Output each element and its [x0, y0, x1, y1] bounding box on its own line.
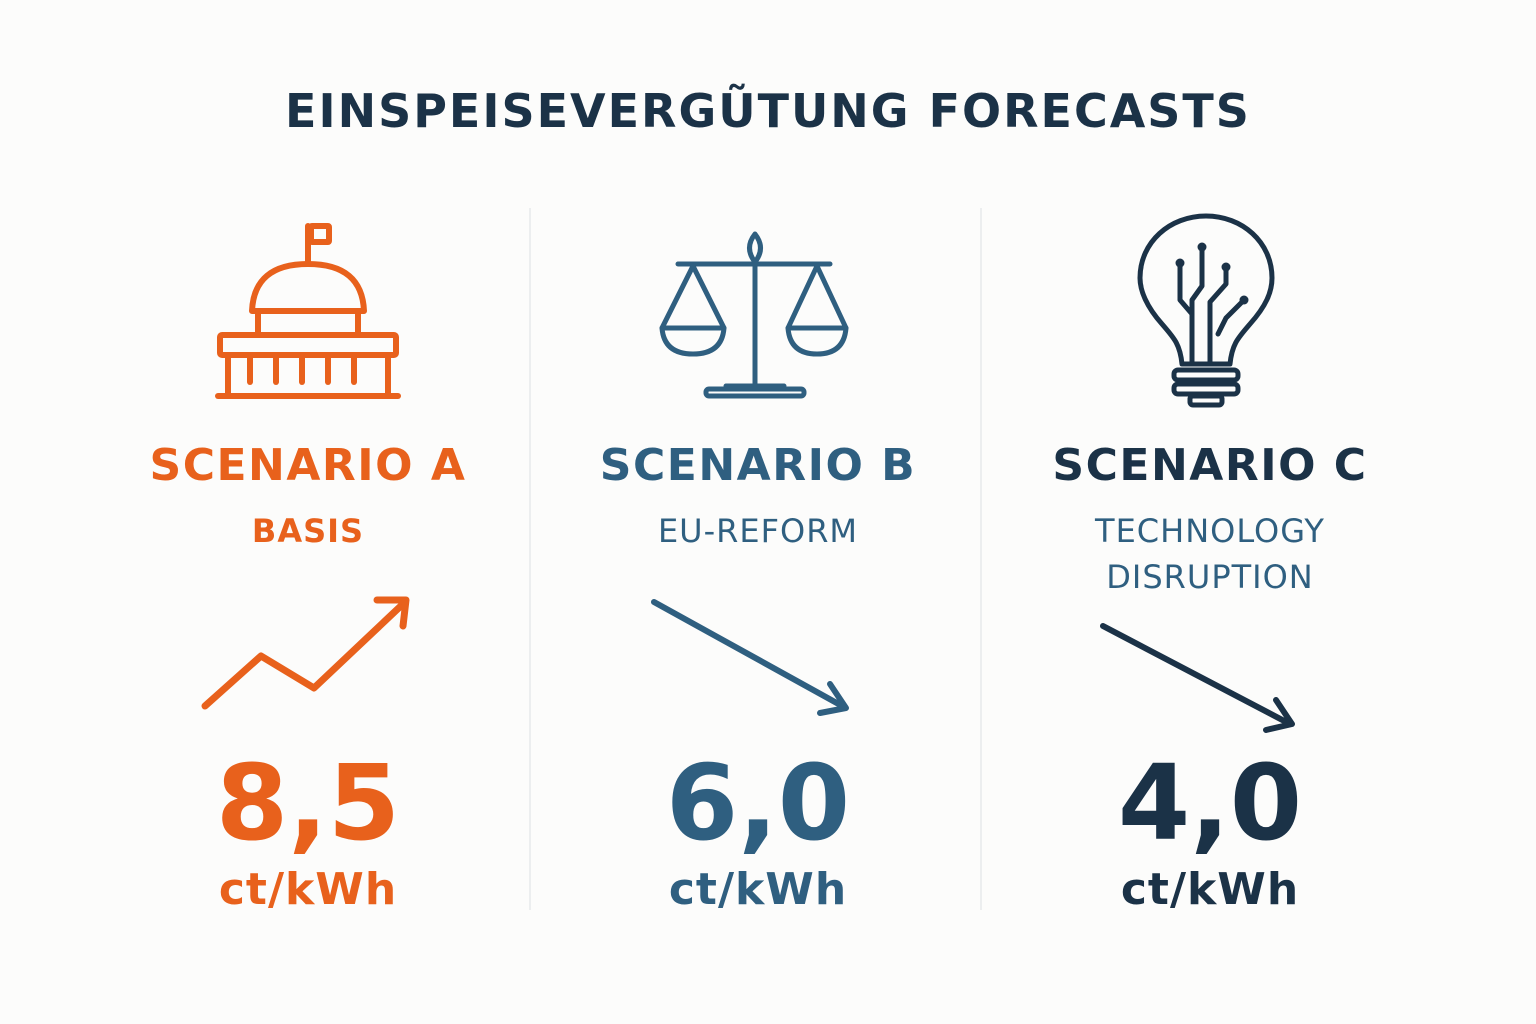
- scenario-b-column: SCENARIO B EU-REFORM 6,0 ct/kWh: [528, 0, 988, 1024]
- scenario-c-column: SCENARIO C TECHNOLOGY DISRUPTION 4,0 ct/…: [980, 0, 1440, 1024]
- column-divider: [529, 208, 531, 910]
- forecast-unit: ct/kWh: [668, 864, 848, 915]
- trend-down-arrow-icon: [1100, 623, 1295, 733]
- circuit-lightbulb-icon: [1137, 213, 1275, 408]
- scenario-title: SCENARIO C: [1052, 440, 1368, 491]
- scenario-subtitle-line: DISRUPTION: [1106, 558, 1314, 596]
- forecast-value: 6,0: [665, 742, 851, 864]
- scenario-subtitle-line: TECHNOLOGY: [1095, 512, 1325, 550]
- scenario-a-column: SCENARIO A BASIS 8,5 ct/kWh: [78, 0, 538, 1024]
- balance-scale-icon: [659, 231, 849, 399]
- forecast-unit: ct/kWh: [218, 864, 398, 915]
- scenario-title: SCENARIO B: [599, 440, 917, 491]
- capitol-building-icon: [215, 223, 401, 399]
- page-title: EINSPEISEVERGŨTUNG FORECASTS: [285, 84, 1251, 138]
- column-divider: [980, 208, 982, 910]
- forecast-unit: ct/kWh: [1120, 864, 1300, 915]
- scenario-subtitle: TECHNOLOGY DISRUPTION: [980, 508, 1440, 600]
- trend-down-arrow-icon: [651, 599, 849, 716]
- forecast-value: 4,0: [1117, 742, 1303, 864]
- scenario-subtitle: EU-REFORM: [657, 512, 859, 550]
- trend-up-arrow-icon: [201, 596, 410, 710]
- forecast-value: 8,5: [215, 742, 401, 864]
- scenario-title: SCENARIO A: [149, 440, 467, 491]
- scenario-subtitle: BASIS: [251, 512, 365, 550]
